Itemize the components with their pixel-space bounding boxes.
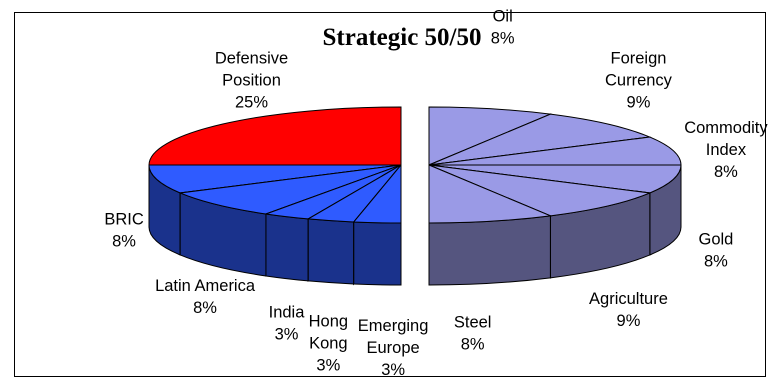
pie-slices [148,106,682,286]
label-line: 3% [381,361,405,379]
label-line: Kong [309,335,348,353]
label-line: 3% [316,357,340,375]
label-line: Position [222,71,281,89]
label-foreign-currency: Foreign Currency 9% [605,49,673,111]
label-line: Agriculture [589,290,668,308]
label-line: Gold [699,230,734,248]
chart-title: Strategic 50/50 [323,24,482,51]
label-line: Commodity [684,119,768,137]
label-agriculture: Agriculture 9% [589,290,668,330]
label-line: BRIC [104,210,144,228]
label-line: 8% [491,30,515,48]
label-steel: Steel 8% [454,314,492,354]
slice-top-steel [428,164,553,224]
slice-top-foreign-currency [428,113,652,166]
label-line: Steel [454,314,492,332]
slice-top-emerging-europe [352,163,402,224]
slice-labels: Oil 8%Foreign Currency 9%Commodity Index 8%Go… [104,8,768,379]
label-latin-america: Latin America 8% [155,277,256,317]
label-line: Index [706,141,747,159]
slice-side-india [265,213,309,282]
label-gold: Gold 8% [699,230,734,270]
label-emerging-europe: Emerging Europe 3% [358,317,429,379]
label-line: Foreign [610,49,666,67]
label-line: 8% [714,163,738,181]
slice-side-steel [428,215,551,286]
slice-top-gold [428,164,682,194]
label-hong-kong: Hong Kong 3% [309,313,348,375]
slice-top-commodity-index [428,136,682,166]
slice-steel [428,164,553,286]
label-line: 3% [275,326,299,344]
slice-side-emerging-europe [353,221,402,286]
label-line: 8% [461,336,485,354]
label-line: Hong [309,313,348,331]
label-defensive-position: Defensive Position 25% [215,49,288,111]
label-line: 8% [704,252,728,270]
label-line: 9% [617,312,641,330]
label-line: Europe [367,339,420,357]
label-line: Emerging [358,317,429,335]
label-line: Currency [605,71,673,89]
label-commodity-index: Commodity Index 8% [684,119,768,181]
label-line: Latin America [155,277,256,295]
slice-top-bric [148,164,402,194]
slice-side-hong-kong [307,218,355,285]
label-line: 8% [112,232,136,250]
label-line: India [269,304,306,322]
label-oil: Oil 8% [491,8,515,48]
label-line: 25% [235,93,268,111]
label-line: Defensive [215,49,288,67]
label-line: 9% [627,93,651,111]
label-bric: BRIC 8% [104,210,144,250]
label-india: India 3% [269,304,306,344]
slice-top-latin-america [178,164,402,215]
slice-top-oil [428,106,553,166]
slice-top-defensive-position [148,106,402,166]
label-line: 8% [193,299,217,317]
slice-emerging-europe [352,163,402,286]
label-line: Oil [493,8,513,26]
slice-top-agriculture [428,164,652,217]
